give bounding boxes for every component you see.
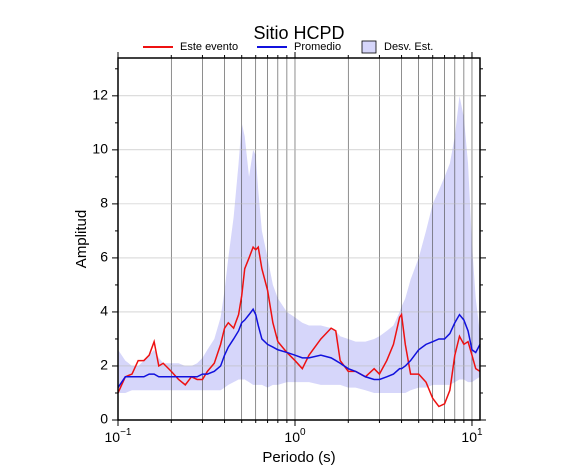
series-line xyxy=(117,307,481,389)
y-tick-label: 4 xyxy=(100,303,108,319)
y-tick-label: 10 xyxy=(92,141,108,157)
y-axis-label: Amplitud xyxy=(73,210,90,268)
series-line xyxy=(117,245,481,408)
plot-frame xyxy=(117,57,481,421)
x-tick-exponent: −1 xyxy=(120,427,132,438)
chart-title: Sitio HCPD xyxy=(253,23,344,43)
y-tick-label: 2 xyxy=(100,357,108,373)
std-band xyxy=(118,95,480,393)
x-tick-base: 10 xyxy=(461,429,477,445)
x-tick-label: 10−1 xyxy=(105,427,132,445)
legend-swatch xyxy=(361,40,377,54)
x-tick-exponent: 1 xyxy=(477,427,483,438)
legend-label: Promedio xyxy=(294,41,341,53)
y-tick-label: 0 xyxy=(100,411,108,427)
legend-label: Desv. Est. xyxy=(384,41,433,53)
legend-label: Este evento xyxy=(180,41,238,53)
x-tick-base: 10 xyxy=(284,429,300,445)
y-tick-label: 6 xyxy=(100,249,108,265)
y-tick-label: 12 xyxy=(92,87,108,103)
y-tick-label: 8 xyxy=(100,195,108,211)
x-tick-base: 10 xyxy=(105,429,121,445)
x-tick-exponent: 0 xyxy=(300,427,306,438)
x-tick-label: 100 xyxy=(284,427,306,445)
x-axis-label: Periodo (s) xyxy=(262,449,335,466)
x-tick-label: 101 xyxy=(461,427,483,445)
